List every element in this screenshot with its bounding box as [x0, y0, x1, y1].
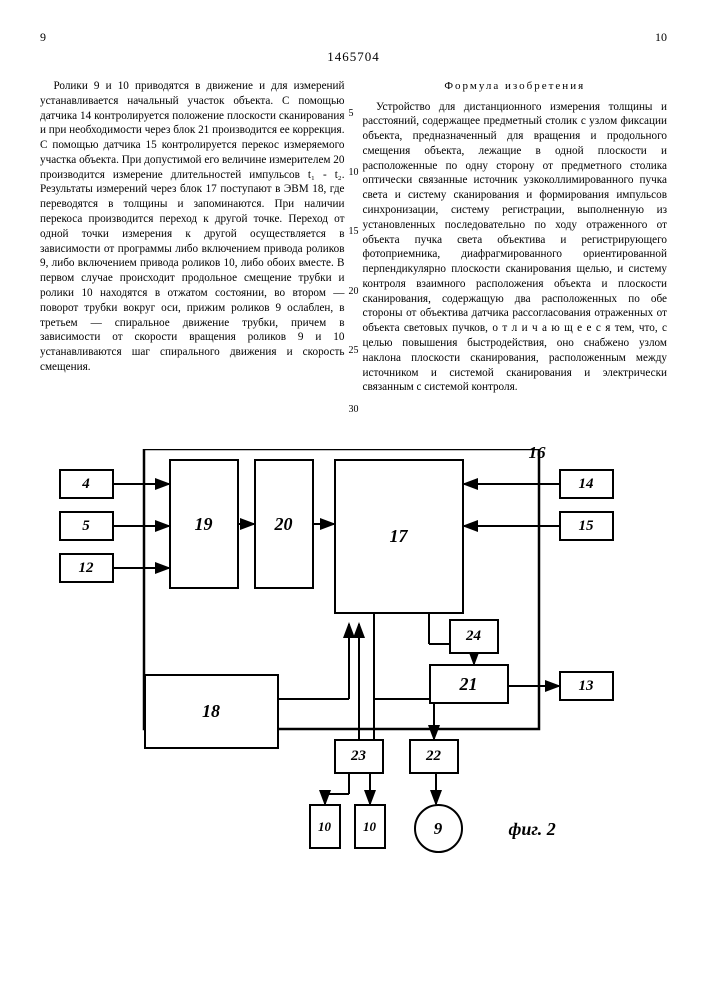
- left-column-text: Ролики 9 и 10 приводятся в движение и дл…: [40, 79, 345, 375]
- node-20: 20: [254, 459, 314, 589]
- node-9: 9: [414, 804, 463, 853]
- figure-caption: фиг. 2: [509, 819, 556, 840]
- node-21: 21: [429, 664, 509, 704]
- node-12: 12: [59, 553, 114, 583]
- node-17: 17: [334, 459, 464, 614]
- patent-number: 1465704: [40, 49, 667, 65]
- formula-title: Формула изобретения: [363, 79, 668, 94]
- line-number: 30: [349, 403, 359, 416]
- node-24: 24: [449, 619, 499, 654]
- node-23: 23: [334, 739, 384, 774]
- node-19: 19: [169, 459, 239, 589]
- left-column: Ролики 9 и 10 приводятся в движение и дл…: [40, 79, 345, 419]
- node-10b: 10: [354, 804, 386, 849]
- right-column: 5 10 15 20 25 30 Формула изобретения Уст…: [363, 79, 668, 419]
- text-columns: Ролики 9 и 10 приводятся в движение и дл…: [40, 79, 667, 419]
- line-number: 5: [349, 107, 359, 120]
- node-22: 22: [409, 739, 459, 774]
- node-14: 14: [559, 469, 614, 499]
- right-column-text: Устройство для дистанционного измерения …: [363, 100, 668, 396]
- line-number: 10: [349, 166, 359, 179]
- line-number: 25: [349, 344, 359, 357]
- outer-rect-label: 16: [529, 443, 546, 463]
- page-num-left: 9: [40, 30, 46, 45]
- page-num-right: 10: [655, 30, 667, 45]
- node-4: 4: [59, 469, 114, 499]
- line-number: 15: [349, 225, 359, 238]
- patent-page: 9 10 1465704 Ролики 9 и 10 приводятся в …: [0, 0, 707, 1000]
- page-header: 9 10: [40, 30, 667, 45]
- node-10a: 10: [309, 804, 341, 849]
- node-5: 5: [59, 511, 114, 541]
- line-number: 20: [349, 285, 359, 298]
- line-number-gutter: 5 10 15 20 25 30: [349, 79, 359, 416]
- node-13: 13: [559, 671, 614, 701]
- node-18: 18: [144, 674, 279, 749]
- block-diagram: 16 4 5 12 19 20 17 14 15 24 21 13 18 23 …: [59, 449, 649, 869]
- node-15: 15: [559, 511, 614, 541]
